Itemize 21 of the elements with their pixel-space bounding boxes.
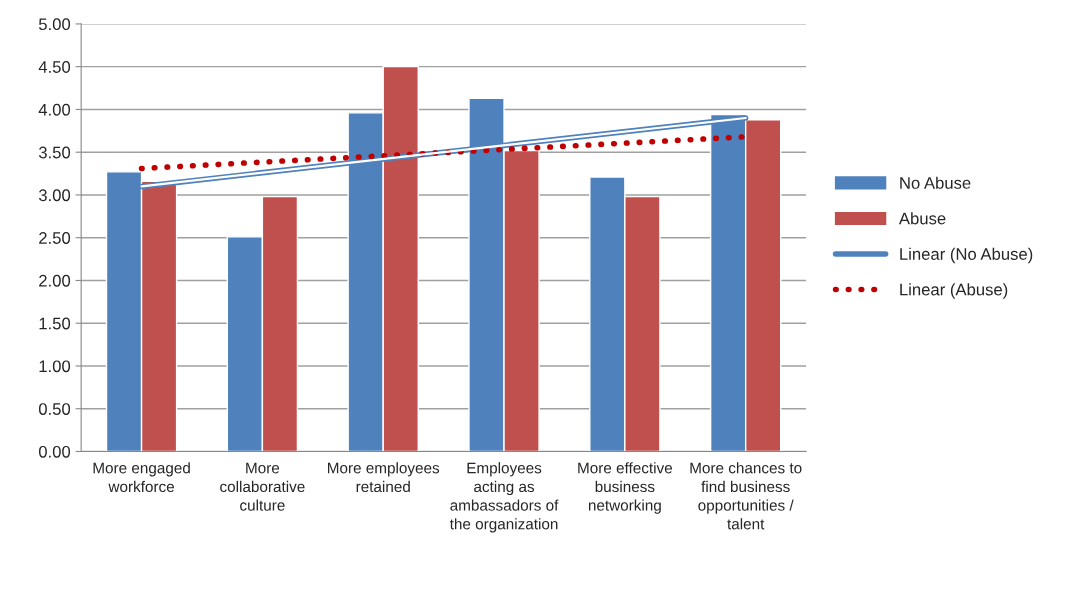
y-tick-label: 4.00 [38, 103, 71, 116]
x-tick-label: More chances to find business opportunities / talent [690, 462, 802, 530]
y-tick-label: 3.00 [38, 189, 71, 202]
legend-label: No Abuse [900, 176, 971, 189]
x-tick-label: More collaborative culture [220, 462, 305, 511]
y-tick-label: 4.50 [38, 61, 71, 73]
x-tick-label: More employees retained [328, 462, 440, 493]
y-tick-label: 0.00 [38, 445, 71, 458]
legend-label: Linear (Abuse) [900, 283, 1008, 299]
y-tick-label: 5.00 [38, 18, 71, 31]
y-tick-label: 2.00 [39, 274, 71, 287]
x-tick-label: More effective business networking [578, 462, 673, 514]
y-tick-label: 0.50 [38, 403, 71, 415]
y-tick-label: 2.50 [39, 232, 71, 244]
y-tick-label: 1.50 [39, 317, 71, 330]
y-tick-label: 3.50 [38, 146, 71, 159]
legend-label: Linear (No Abuse) [900, 247, 1033, 264]
y-tick-label: 1.00 [39, 360, 71, 373]
x-tick-label: More engaged workforce [93, 462, 190, 493]
x-tick-label: Employees acting as ambassadors of the organization [449, 462, 559, 533]
legend-label: Abuse [898, 212, 946, 225]
